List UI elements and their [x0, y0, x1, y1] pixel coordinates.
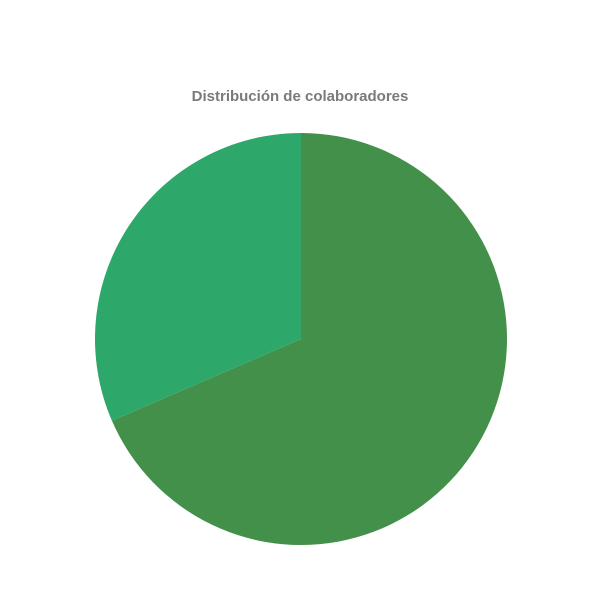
pie-slice-1[interactable]: [111, 133, 507, 546]
pie-slice-2[interactable]: [94, 133, 301, 421]
chart-title: Distribución de colaboradores: [191, 88, 409, 105]
